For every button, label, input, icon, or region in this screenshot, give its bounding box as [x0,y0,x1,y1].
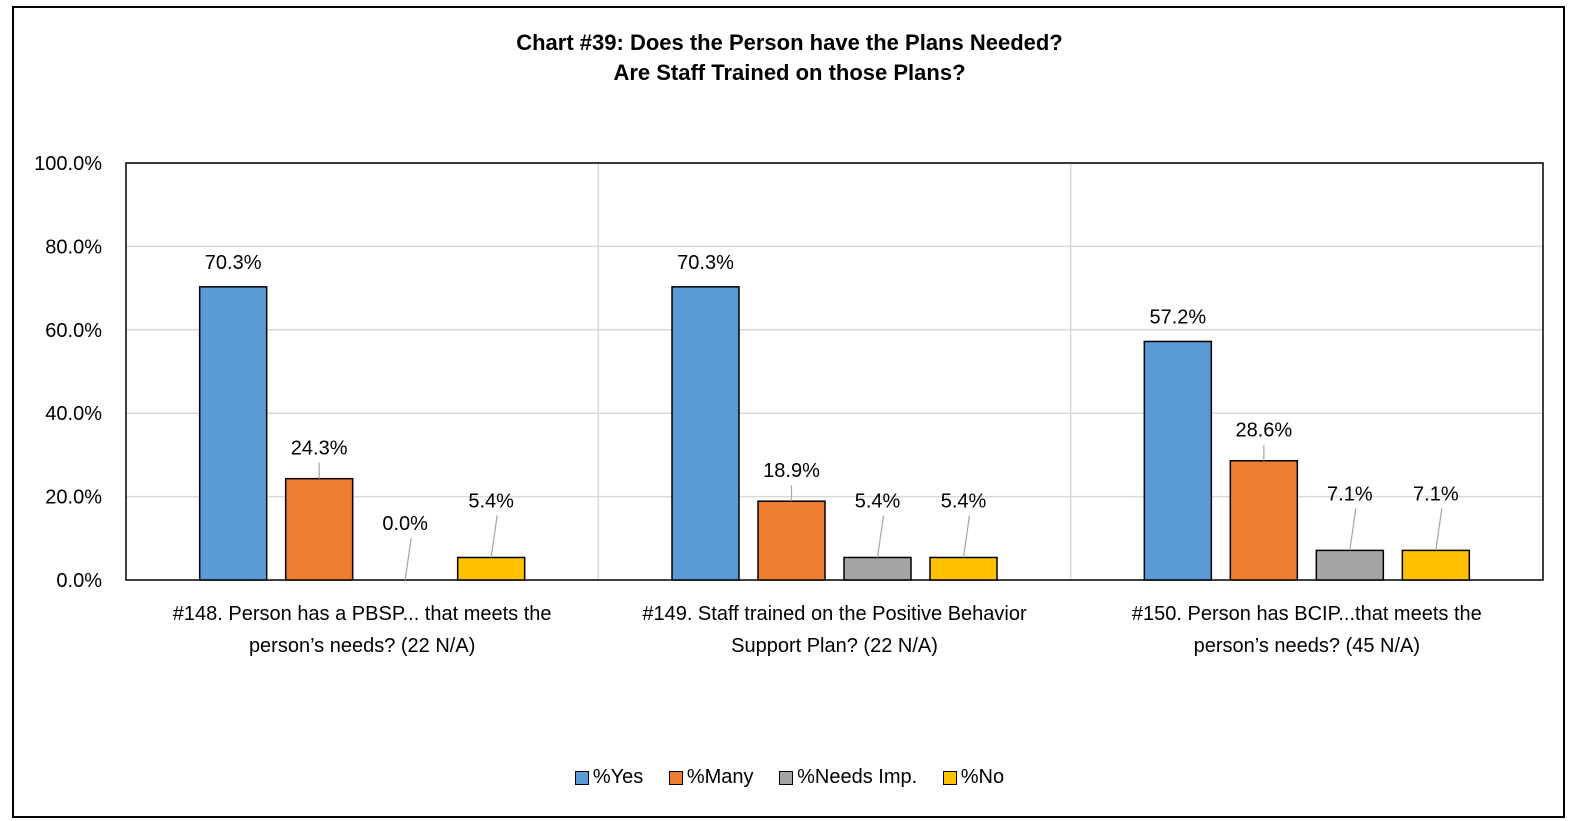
data-label: 7.1% [1327,483,1373,505]
bar [671,286,740,581]
legend: %Yes %Many %Needs Imp. %No [0,766,1579,791]
data-label-leader [1349,508,1357,551]
data-label-leader [962,515,971,558]
legend-swatch-needs-imp [779,770,794,785]
legend-label-many: %Many [686,766,754,788]
bar [456,556,526,581]
chart-title-line-2: Are Staff Trained on those Plans? [613,60,966,85]
bar [1229,459,1299,581]
category-label: #149. Staff trained on the Positive Beha… [642,603,1027,625]
category-label: #148. Person has a PBSP... that meets th… [173,603,552,625]
bar [1315,549,1385,581]
data-label: 70.3% [205,252,262,274]
legend-item-no: %No [942,766,1005,789]
chart-title-line-1: Chart #39: Does the Person have the Plan… [516,30,1063,55]
category-label: person’s needs? (22 N/A) [249,635,475,657]
category-label: #150. Person has BCIP...that meets the [1132,603,1482,625]
bar [284,477,354,581]
data-label: 5.4% [468,490,514,512]
chart-frame [12,6,1565,818]
y-tick-label: 0.0% [56,570,102,592]
data-label: 7.1% [1413,483,1459,505]
bar [1143,340,1213,581]
legend-swatch-many [668,770,683,785]
legend-item-many: %Many [668,766,754,789]
data-label: 24.3% [291,438,348,460]
data-label-leader [876,515,885,558]
bar [1401,549,1471,581]
data-label: 5.4% [855,490,901,512]
bar [757,500,826,581]
legend-swatch-yes [574,770,589,785]
chart-title: Chart #39: Does the Person have the Plan… [0,28,1579,88]
legend-label-no: %No [960,766,1005,788]
data-label: 70.3% [677,252,734,274]
data-label-leader [1435,508,1443,551]
data-label-leader [490,515,498,558]
legend-label-needs-imp: %Needs Imp. [797,766,918,788]
data-label: 28.6% [1235,420,1292,442]
y-tick-label: 60.0% [45,320,102,342]
legend-swatch-no [942,770,957,785]
data-label: 57.2% [1149,306,1206,328]
y-tick-label: 20.0% [45,487,102,509]
data-label-leader [404,537,412,581]
category-label: person’s needs? (45 N/A) [1194,635,1420,657]
category-label: Support Plan? (22 N/A) [731,635,938,657]
legend-item-needs-imp: %Needs Imp. [779,766,917,789]
legend-item-yes: %Yes [574,766,644,789]
bar [843,556,912,581]
bar [198,286,268,581]
data-label: 5.4% [941,490,987,512]
plot-area [125,162,1544,581]
y-tick-label: 80.0% [45,236,102,258]
bar [929,556,998,581]
legend-label-yes: %Yes [592,766,644,788]
data-label: 0.0% [382,513,428,535]
y-tick-label: 40.0% [45,403,102,425]
data-label: 18.9% [763,460,820,482]
y-tick-label: 100.0% [34,153,102,175]
